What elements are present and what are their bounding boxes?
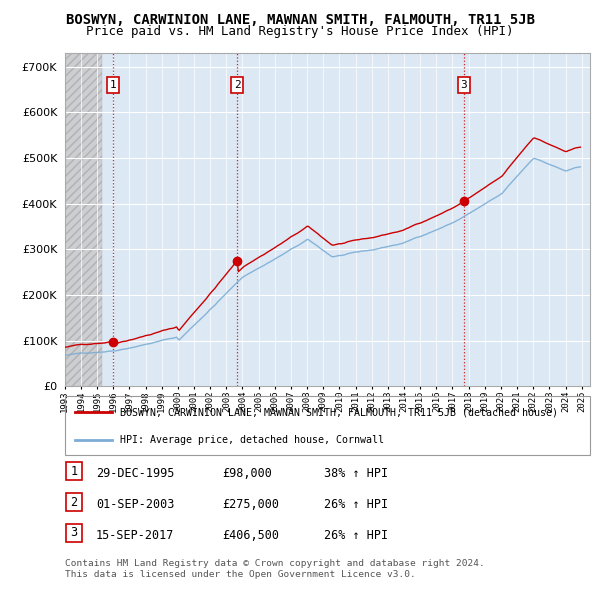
Text: 1: 1 <box>70 465 77 478</box>
Text: 1: 1 <box>110 80 116 90</box>
Text: 2: 2 <box>234 80 241 90</box>
Text: £98,000: £98,000 <box>222 467 272 480</box>
Text: Price paid vs. HM Land Registry's House Price Index (HPI): Price paid vs. HM Land Registry's House … <box>86 25 514 38</box>
Text: 29-DEC-1995: 29-DEC-1995 <box>96 467 175 480</box>
Text: 3: 3 <box>70 526 77 539</box>
Text: 3: 3 <box>461 80 467 90</box>
Text: 26% ↑ HPI: 26% ↑ HPI <box>324 498 388 511</box>
Text: 2: 2 <box>70 496 77 509</box>
Text: £406,500: £406,500 <box>222 529 279 542</box>
Text: BOSWYN, CARWINION LANE, MAWNAN SMITH, FALMOUTH, TR11 5JB (detached house): BOSWYN, CARWINION LANE, MAWNAN SMITH, FA… <box>120 408 558 417</box>
Text: 38% ↑ HPI: 38% ↑ HPI <box>324 467 388 480</box>
Text: BOSWYN, CARWINION LANE, MAWNAN SMITH, FALMOUTH, TR11 5JB: BOSWYN, CARWINION LANE, MAWNAN SMITH, FA… <box>65 13 535 27</box>
Text: HPI: Average price, detached house, Cornwall: HPI: Average price, detached house, Corn… <box>120 435 384 444</box>
Text: 15-SEP-2017: 15-SEP-2017 <box>96 529 175 542</box>
Text: This data is licensed under the Open Government Licence v3.0.: This data is licensed under the Open Gov… <box>65 570 416 579</box>
Text: 01-SEP-2003: 01-SEP-2003 <box>96 498 175 511</box>
Text: Contains HM Land Registry data © Crown copyright and database right 2024.: Contains HM Land Registry data © Crown c… <box>65 559 485 568</box>
Text: 26% ↑ HPI: 26% ↑ HPI <box>324 529 388 542</box>
Text: £275,000: £275,000 <box>222 498 279 511</box>
